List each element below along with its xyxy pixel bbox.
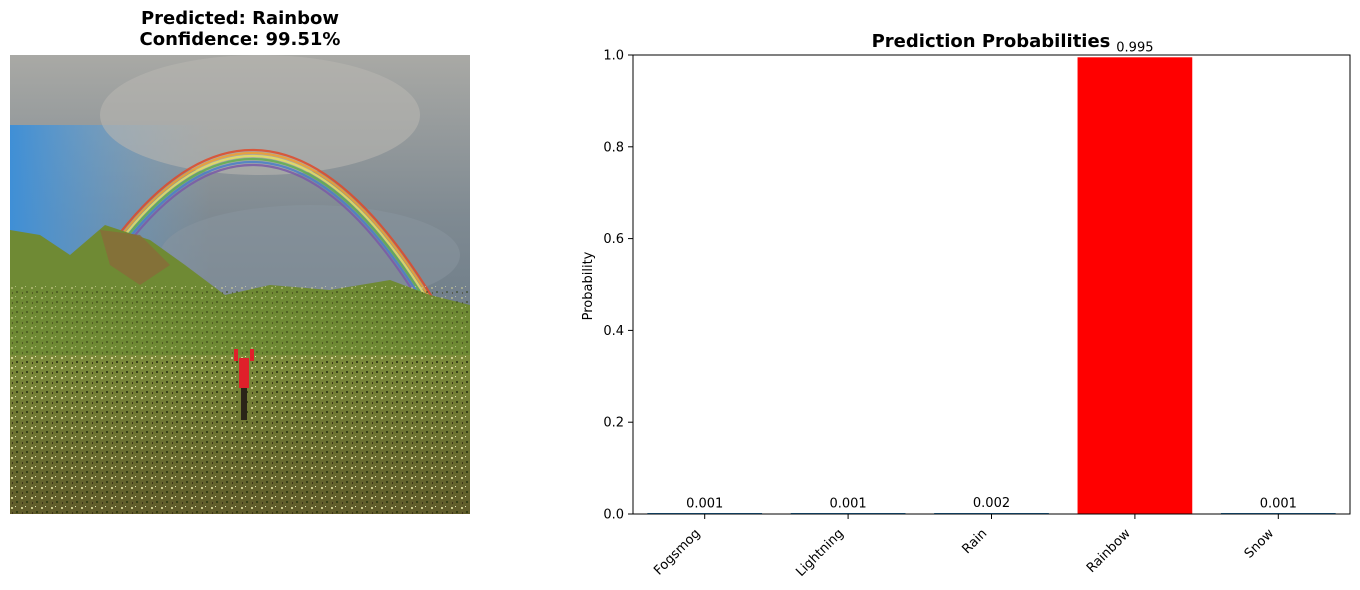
y-tick-label-0: 0.0: [603, 508, 624, 523]
value-label-rain: 0.002: [973, 496, 1010, 511]
value-label-snow: 0.001: [1260, 497, 1297, 512]
predicted-title: Predicted: Rainbow Confidence: 99.51%: [10, 8, 470, 50]
x-tick-label-rain: Rain: [960, 526, 991, 557]
x-tick-label-snow: Snow: [1242, 526, 1278, 562]
value-label-fogsmog: 0.001: [686, 497, 723, 512]
plot-frame: [632, 54, 1351, 515]
value-label-rainbow: 0.995: [1116, 40, 1153, 55]
y-tick-label-1: 0.2: [603, 416, 624, 431]
bar-rainbow: [1077, 57, 1193, 515]
rainbow-photo: [10, 55, 470, 514]
y-tick-label-5: 1.0: [603, 49, 624, 64]
x-tick-label-rainbow: Rainbow: [1084, 526, 1134, 576]
confidence-label: Confidence: 99.51%: [139, 29, 341, 50]
x-tick-label-fogsmog: Fogsmog: [651, 526, 703, 578]
y-axis-label: Probability: [581, 251, 596, 320]
y-tick-label-3: 0.6: [603, 232, 624, 247]
x-tick-label-lightning: Lightning: [793, 526, 847, 580]
chart-title: Prediction Probabilities: [872, 31, 1111, 52]
y-tick-label-2: 0.4: [603, 324, 624, 339]
y-tick-label-4: 0.8: [603, 140, 624, 155]
value-label-lightning: 0.001: [829, 497, 866, 512]
predicted-label: Predicted: Rainbow: [140, 8, 340, 29]
